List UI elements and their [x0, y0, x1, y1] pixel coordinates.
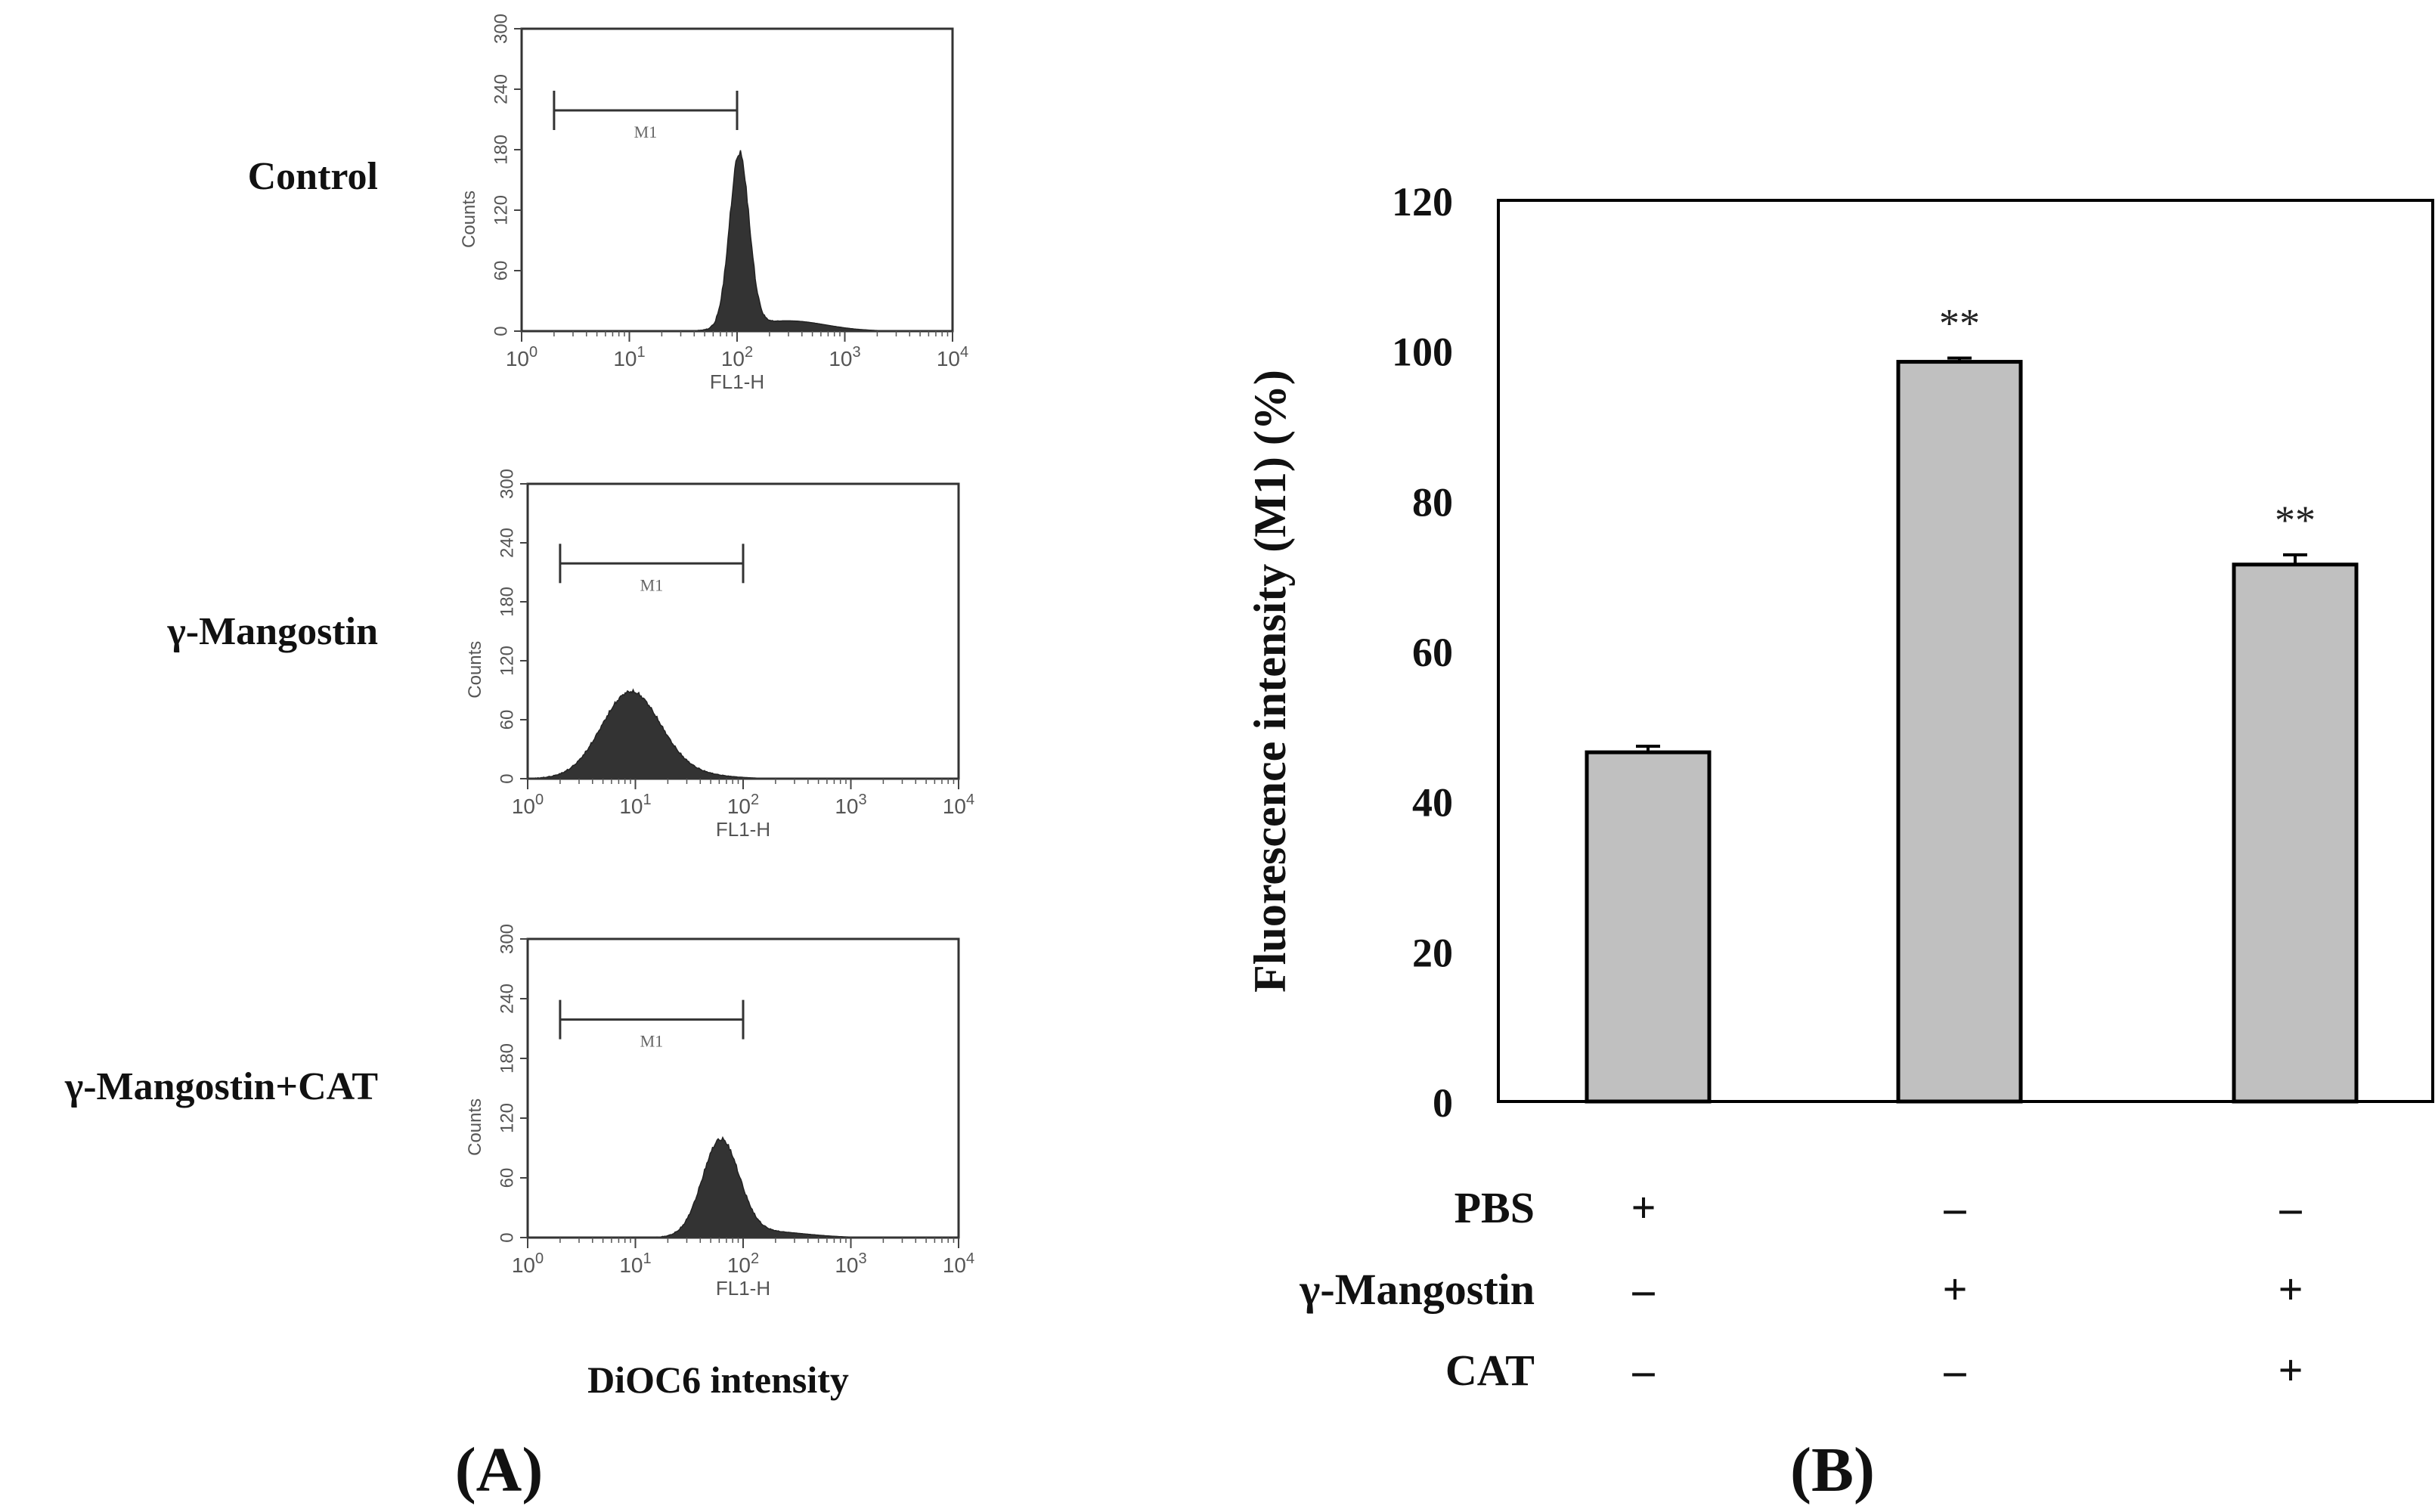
- histogram-y-tick-label: 60: [491, 261, 511, 281]
- y-tick-label: 0: [1433, 1080, 1453, 1126]
- significance-label: **: [1939, 301, 1980, 346]
- histogram-y-axis-label: Counts: [465, 1098, 485, 1156]
- histogram-y-tick-label: 300: [491, 14, 511, 44]
- histogram-y-tick-label: 0: [497, 773, 517, 783]
- treatment-mark: +: [1942, 1265, 1967, 1314]
- y-tick-label: 80: [1412, 479, 1453, 525]
- y-axis: 0 20 40 60 80 100 120: [1392, 179, 1453, 1126]
- treatment-mark: –: [2279, 1183, 2303, 1232]
- treatment-mark: +: [1631, 1183, 1656, 1232]
- histogram-y-tick-label: 240: [497, 528, 517, 558]
- histogram-y-tick-label: 180: [497, 587, 517, 617]
- histogram-x-tick-label: 101: [613, 344, 645, 370]
- histogram-y-tick-label: 0: [491, 326, 511, 336]
- treatment-mark: –: [1632, 1346, 1656, 1395]
- histogram-x-tick-label: 102: [721, 344, 753, 370]
- histogram-distribution: [522, 150, 953, 332]
- histogram-y-tick-label: 180: [491, 135, 511, 165]
- histogram-gamma-mangostin-cat: γ-Mangostin+CAT 0 60 120 180 240 300 Counts 100 1…: [64, 924, 974, 1300]
- histogram-y-tick-label: 120: [497, 1103, 517, 1133]
- histogram-row-label: γ-Mangostin+CAT: [64, 1065, 378, 1108]
- y-tick-label: 100: [1392, 330, 1453, 375]
- y-tick-label: 20: [1412, 930, 1453, 975]
- histogram-x-tick-label: 101: [619, 792, 651, 818]
- histogram-x-tick-label: 103: [835, 1250, 866, 1277]
- histogram-y-tick-label: 60: [497, 1168, 517, 1188]
- histogram-x-tick-label: 102: [727, 792, 759, 818]
- treatment-name: γ-Mangostin: [1299, 1265, 1535, 1314]
- significance-label: **: [2275, 497, 2316, 543]
- histogram-y-tick-label: 240: [497, 984, 517, 1014]
- histogram-x-axis-label: FL1-H: [710, 370, 764, 393]
- histogram-x-tick-label: 100: [512, 1250, 544, 1277]
- histogram-y-tick-label: 180: [497, 1043, 517, 1074]
- y-axis-label: Fluorescence intensity (M1) (%): [1245, 370, 1295, 993]
- histogram-y-tick-label: 0: [497, 1232, 517, 1242]
- bar: [1896, 360, 2023, 1104]
- y-tick-label: 120: [1392, 179, 1453, 225]
- histogram-y-tick-label: 300: [497, 469, 517, 499]
- bar: [2232, 562, 2359, 1104]
- treatment-mark: –: [1944, 1346, 1967, 1395]
- histogram-x-tick-label: 104: [937, 344, 968, 370]
- panel-b-label: (B): [1790, 1435, 1875, 1505]
- y-tick-label: 60: [1412, 630, 1453, 675]
- panel-b: 0 20 40 60 80 100 120 ** ** Fluorescence intens…: [1245, 179, 2434, 1505]
- histogram-y-tick-label: 240: [491, 74, 511, 104]
- y-tick-label: 40: [1412, 780, 1453, 826]
- panel-a-label: (A): [455, 1435, 544, 1505]
- bar: [1585, 750, 1712, 1104]
- marker-label: M1: [634, 122, 658, 141]
- treatment-name: CAT: [1445, 1346, 1535, 1395]
- treatment-table: PBS + – – γ-Mangostin – + + CAT – – +: [1299, 1183, 2303, 1395]
- treatment-mark: –: [1944, 1183, 1967, 1232]
- panel-a: Control 0 60 120 180 240 300 Counts 100 101 102 103…: [64, 14, 974, 1505]
- histogram-y-axis-label: Counts: [465, 641, 485, 699]
- histogram-x-tick-label: 104: [943, 1250, 974, 1277]
- treatment-mark: +: [2278, 1265, 2303, 1314]
- treatment-mark: –: [1632, 1265, 1656, 1314]
- histogram-control: Control 0 60 120 180 240 300 Counts 100 101 102 103…: [248, 14, 969, 393]
- histogram-x-tick-label: 103: [829, 344, 860, 370]
- histogram-y-tick-label: 300: [497, 924, 517, 954]
- bars: ** **: [1585, 301, 2359, 1104]
- histogram-row-label: γ-Mangostin: [166, 610, 378, 653]
- treatment-name: PBS: [1454, 1183, 1535, 1232]
- histogram-x-tick-label: 103: [835, 792, 866, 818]
- histogram-x-axis-label: FL1-H: [716, 818, 770, 841]
- histogram-y-axis-label: Counts: [459, 191, 479, 248]
- marker-label: M1: [640, 1032, 664, 1051]
- treatment-mark: +: [2278, 1346, 2303, 1395]
- histogram-x-tick-label: 100: [512, 792, 544, 818]
- histogram-frame: [526, 482, 960, 780]
- histogram-x-tick-label: 102: [727, 1250, 759, 1277]
- histogram-x-tick-label: 104: [943, 792, 974, 818]
- histogram-x-axis-label: FL1-H: [716, 1277, 770, 1300]
- histogram-distribution: [528, 1136, 959, 1238]
- panel-a-xlabel: DiOC6 intensity: [587, 1359, 849, 1401]
- histogram-distribution: [527, 688, 959, 779]
- histogram-gamma-mangostin: γ-Mangostin 0 60 120 180 240 300 Counts 100 101 10…: [166, 469, 974, 841]
- histogram-x-tick-label: 100: [506, 344, 537, 370]
- histogram-y-tick-label: 60: [497, 710, 517, 730]
- marker-label: M1: [640, 575, 664, 594]
- histogram-y-tick-label: 120: [491, 195, 511, 225]
- histogram-y-tick-label: 120: [497, 646, 517, 676]
- histogram-x-tick-label: 101: [619, 1250, 651, 1277]
- histogram-row-label: Control: [248, 155, 378, 198]
